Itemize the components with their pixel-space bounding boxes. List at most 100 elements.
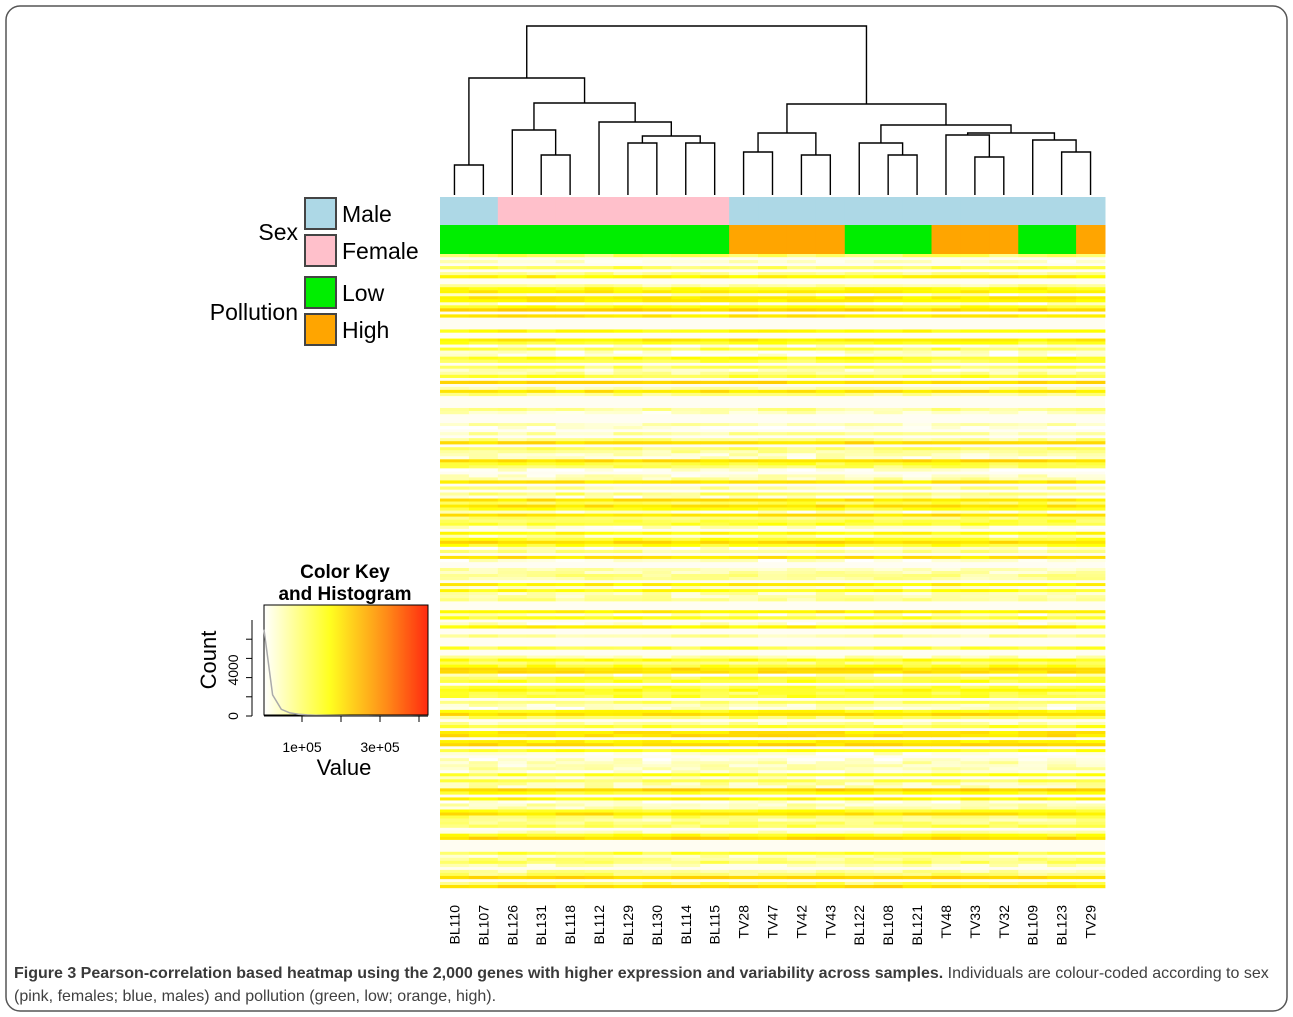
- heatmap-cell: [700, 371, 730, 375]
- heatmap-cell: [642, 583, 672, 587]
- heatmap-cell: [700, 480, 730, 484]
- heatmap-cell: [1047, 577, 1077, 581]
- heatmap-cell: [931, 549, 961, 554]
- heatmap-cell: [1076, 724, 1106, 729]
- heatmap-cell: [1076, 830, 1106, 834]
- heatmap-cell: [671, 818, 701, 822]
- heatmap-cell: [931, 821, 961, 825]
- heatmap-cell: [440, 824, 470, 828]
- heatmap-cell: [989, 359, 1019, 363]
- heatmap-cell: [671, 459, 701, 463]
- heatmap-cell: [1018, 664, 1048, 668]
- heatmap-cell: [786, 776, 817, 780]
- heatmap-cell: [902, 462, 932, 466]
- heatmap-cell: [1047, 423, 1077, 427]
- heatmap-cell: [671, 474, 701, 478]
- heatmap-cell: [613, 534, 643, 538]
- heatmap-cell: [1047, 655, 1077, 659]
- heatmap-cell: [989, 266, 1019, 270]
- heatmap-cell: [989, 353, 1019, 357]
- heatmap-cell: [613, 474, 643, 478]
- heatmap-cell: [1076, 664, 1106, 668]
- pollution-cell: [902, 225, 933, 254]
- heatmap-cell: [931, 284, 961, 288]
- heatmap-cell: [873, 821, 904, 825]
- heatmap-cell: [902, 516, 932, 520]
- heatmap-cell: [700, 305, 730, 309]
- heatmap-cell: [700, 740, 730, 744]
- heatmap-cell: [786, 374, 817, 378]
- heatmap-cell: [729, 504, 759, 508]
- heatmap-cell: [497, 308, 528, 312]
- heatmap-cell: [931, 673, 961, 677]
- heatmap-cell: [497, 447, 528, 451]
- heatmap-cell: [1047, 583, 1077, 587]
- heatmap-cell: [873, 818, 904, 822]
- heatmap-cell: [960, 676, 990, 680]
- heatmap-cell: [642, 353, 672, 357]
- heatmap-cell: [786, 761, 817, 765]
- heatmap-cell: [815, 758, 846, 762]
- heatmap-cell: [931, 869, 961, 874]
- heatmap-cell: [700, 453, 730, 457]
- heatmap-cell: [786, 706, 817, 711]
- heatmap-cell: [931, 474, 961, 478]
- heatmap-cell: [960, 447, 990, 451]
- heatmap-cell: [671, 380, 701, 385]
- heatmap-cell: [584, 770, 614, 774]
- heatmap-cell: [758, 851, 788, 855]
- heatmap-cell: [526, 761, 557, 765]
- heatmap-cell: [786, 498, 817, 502]
- heatmap-cell: [989, 272, 1019, 276]
- heatmap-cell: [989, 537, 1019, 542]
- heatmap-cell: [497, 543, 528, 548]
- heatmap-cell: [960, 571, 990, 575]
- heatmap-cell: [960, 254, 990, 258]
- heatmap-cell: [497, 495, 528, 499]
- heatmap-cell: [642, 860, 672, 865]
- heatmap-cell: [989, 296, 1019, 300]
- heatmap-cell: [497, 875, 528, 880]
- heatmap-cell: [555, 734, 585, 738]
- heatmap-cell: [1018, 812, 1048, 816]
- heatmap-cell: [440, 815, 470, 819]
- heatmap-cell: [758, 764, 788, 768]
- heatmap-cell: [497, 860, 528, 865]
- sex-cell: [642, 197, 672, 225]
- heatmap-cell: [931, 595, 961, 599]
- heatmap-cell: [960, 709, 990, 714]
- heatmap-cell: [700, 447, 730, 451]
- heatmap-cell: [902, 374, 932, 378]
- heatmap-cell: [902, 700, 932, 705]
- heatmap-cell: [440, 734, 470, 738]
- heatmap-cell: [844, 380, 875, 385]
- heatmap-cell: [613, 477, 643, 481]
- heatmap-cell: [526, 519, 557, 523]
- heatmap-cell: [671, 791, 701, 795]
- heatmap-cell: [526, 371, 557, 375]
- heatmap-cell: [700, 764, 730, 768]
- heatmap-cell: [873, 272, 904, 276]
- heatmap-cell: [786, 583, 817, 587]
- heatmap-cell: [786, 661, 817, 665]
- heatmap-cell: [1018, 519, 1048, 523]
- heatmap-cell: [555, 854, 585, 859]
- heatmap-cell: [642, 818, 672, 822]
- heatmap-cell: [440, 709, 470, 714]
- heatmap-cell: [526, 426, 557, 430]
- heatmap-cell: [671, 881, 701, 886]
- heatmap-cell: [786, 513, 817, 517]
- heatmap-cell: [584, 625, 614, 629]
- heatmap-cell: [902, 468, 932, 472]
- heatmap-cell: [815, 767, 846, 771]
- legend-swatch: [304, 197, 337, 230]
- heatmap-cell: [1047, 347, 1077, 351]
- heatmap-cell: [1076, 788, 1106, 792]
- heatmap-cell: [440, 459, 470, 463]
- heatmap-cell: [440, 577, 470, 581]
- heatmap-cell: [613, 453, 643, 457]
- heatmap-cell: [873, 465, 904, 469]
- heatmap-cell: [815, 266, 846, 270]
- heatmap-cell: [815, 740, 846, 744]
- heatmap-cell: [700, 788, 730, 792]
